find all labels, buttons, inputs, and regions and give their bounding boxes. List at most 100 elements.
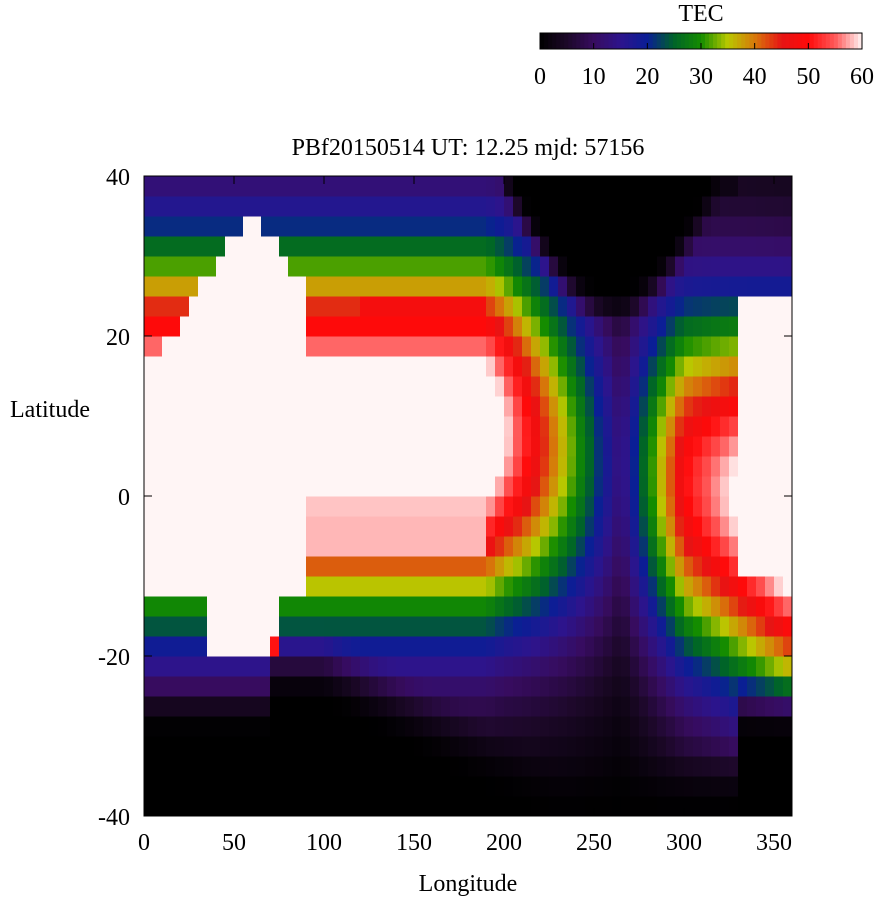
heatmap-cell [585, 456, 595, 477]
heatmap-cell [387, 536, 397, 557]
heatmap-cell [675, 256, 685, 277]
heatmap-cell [495, 616, 505, 637]
heatmap-cell [369, 496, 379, 517]
heatmap-cell [324, 276, 334, 297]
heatmap-cell [765, 276, 775, 297]
heatmap-cell [504, 296, 514, 317]
heatmap-cell [558, 656, 568, 677]
colorbar-segment [556, 33, 561, 49]
heatmap-cell [198, 356, 208, 377]
heatmap-cell [270, 216, 280, 237]
colorbar-segment [584, 33, 589, 49]
heatmap-cell [558, 396, 568, 417]
heatmap-cell [180, 776, 190, 797]
heatmap-cell [153, 376, 163, 397]
heatmap-cell [729, 576, 739, 597]
heatmap-cell [540, 636, 550, 657]
heatmap-cell [612, 576, 622, 597]
heatmap-cell [378, 256, 388, 277]
colorbar-segment [745, 33, 750, 49]
heatmap-cell [639, 536, 649, 557]
heatmap-cell [216, 676, 226, 697]
heatmap-cell [630, 776, 640, 797]
heatmap-cell [216, 776, 226, 797]
heatmap-cell [540, 336, 550, 357]
heatmap-cell [243, 656, 253, 677]
heatmap-cell [351, 636, 361, 657]
heatmap-cell [540, 176, 550, 197]
heatmap-cell [369, 296, 379, 317]
heatmap-cell [639, 256, 649, 277]
heatmap-cell [351, 456, 361, 477]
colorbar-segment [548, 33, 553, 49]
heatmap-cell [252, 396, 262, 417]
heatmap-cell [522, 576, 532, 597]
heatmap-cell [342, 656, 352, 677]
heatmap-cell [378, 196, 388, 217]
heatmap-cell [459, 496, 469, 517]
heatmap-cell [378, 176, 388, 197]
heatmap-cell [405, 496, 415, 517]
heatmap-cell [270, 456, 280, 477]
heatmap-cell [558, 736, 568, 757]
heatmap-cell [756, 656, 766, 677]
heatmap-cell [495, 516, 505, 537]
heatmap-cell [450, 596, 460, 617]
heatmap-cell [603, 556, 613, 577]
heatmap-cell [468, 576, 478, 597]
heatmap-cell [666, 556, 676, 577]
heatmap-cell [468, 376, 478, 397]
heatmap-cell [666, 236, 676, 257]
heatmap-cell [225, 556, 235, 577]
heatmap-cell [234, 196, 244, 217]
heatmap-cell [153, 656, 163, 677]
heatmap-cell [657, 596, 667, 617]
heatmap-cell [747, 616, 757, 637]
heatmap-cell [342, 296, 352, 317]
heatmap-cell [675, 236, 685, 257]
heatmap-cell [459, 356, 469, 377]
heatmap-cell [657, 336, 667, 357]
heatmap-cell [522, 336, 532, 357]
heatmap-cell [540, 696, 550, 717]
heatmap-cell [594, 176, 604, 197]
heatmap-cell [360, 256, 370, 277]
heatmap-cell [666, 696, 676, 717]
heatmap-cell [423, 356, 433, 377]
heatmap-cell [729, 376, 739, 397]
heatmap-cell [630, 296, 640, 317]
heatmap-cell [576, 616, 586, 637]
heatmap-cell [270, 236, 280, 257]
heatmap-cell [531, 396, 541, 417]
heatmap-cell [198, 736, 208, 757]
heatmap-cell [675, 676, 685, 697]
heatmap-cell [234, 476, 244, 497]
heatmap-cell [369, 716, 379, 737]
heatmap-cell [225, 736, 235, 757]
heatmap-cell [261, 236, 271, 257]
heatmap-cell [738, 796, 748, 817]
colorbar-segment [620, 33, 626, 49]
colorbar-segment [777, 33, 783, 49]
heatmap-cell [162, 236, 172, 257]
heatmap-cell [729, 536, 739, 557]
heatmap-cell [603, 336, 613, 357]
heatmap-cell [360, 716, 370, 737]
heatmap-cell [324, 296, 334, 317]
heatmap-cell [153, 416, 163, 437]
heatmap-cell [180, 536, 190, 557]
heatmap-cell [540, 296, 550, 317]
heatmap-cell [306, 336, 316, 357]
heatmap-cell [477, 516, 487, 537]
heatmap-cell [405, 256, 415, 277]
heatmap-cell [207, 236, 217, 257]
heatmap-cell [765, 516, 775, 537]
heatmap-cell [189, 456, 199, 477]
heatmap-cell [657, 796, 667, 817]
heatmap-cell [765, 636, 775, 657]
heatmap-cell [549, 636, 559, 657]
heatmap-cell [495, 176, 505, 197]
heatmap-cell [477, 176, 487, 197]
heatmap-cell [477, 676, 487, 697]
heatmap-cell [306, 556, 316, 577]
